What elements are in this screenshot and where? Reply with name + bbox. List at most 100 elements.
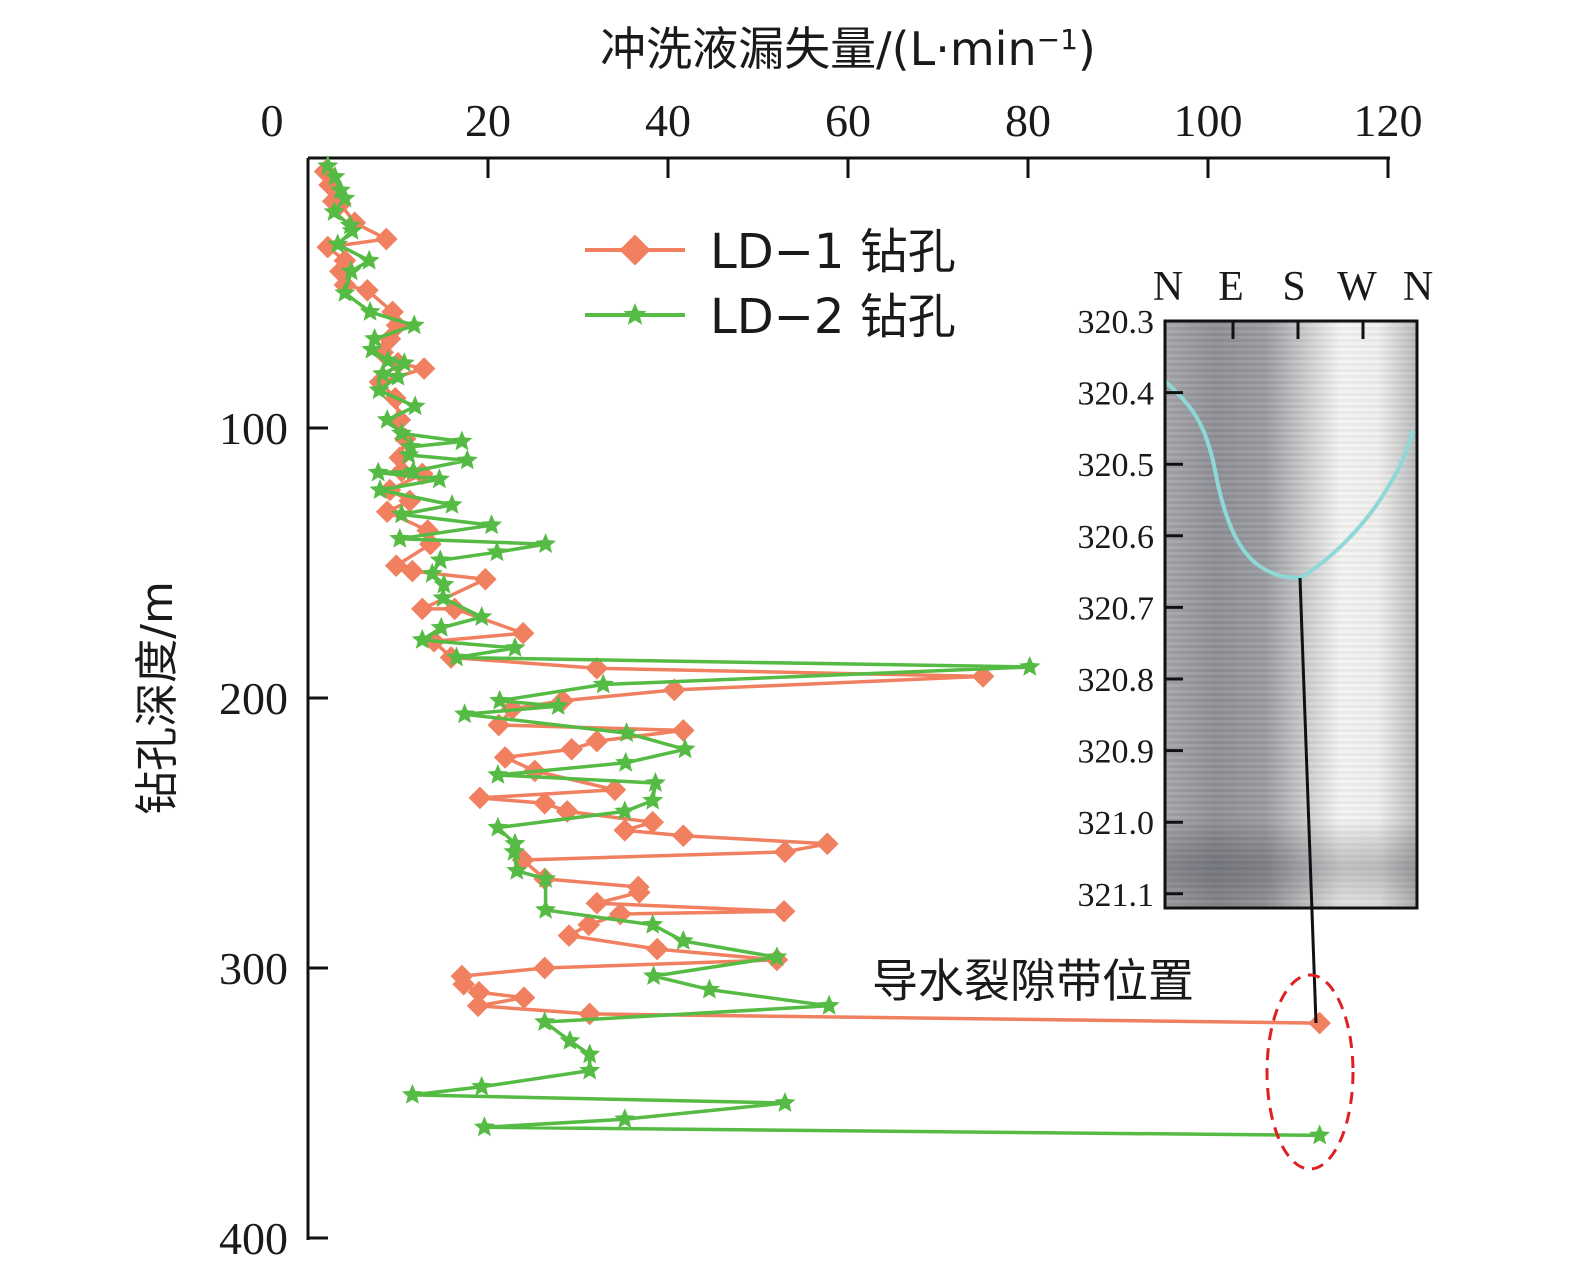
data-point xyxy=(557,924,581,947)
data-point xyxy=(504,832,526,853)
borehole-shading xyxy=(1165,321,1417,908)
data-point xyxy=(430,616,452,637)
borehole-image-inset: N E S W N320.3320.4320.5320.6320.7320.8320.9… xyxy=(1078,264,1434,914)
data-point xyxy=(452,972,476,996)
data-point xyxy=(323,201,345,221)
data-point xyxy=(503,840,525,861)
data-point xyxy=(454,703,476,724)
data-point xyxy=(375,500,399,524)
data-point xyxy=(401,1083,423,1104)
inset-ticks: N E S W N320.3320.4320.5320.6320.7320.8320.9… xyxy=(1078,264,1434,914)
data-point xyxy=(412,357,436,380)
x-tick-label: 20 xyxy=(465,95,511,146)
series-layer xyxy=(313,155,1331,1145)
series-2 xyxy=(317,155,1331,1145)
data-point xyxy=(471,1075,493,1096)
data-point xyxy=(389,527,411,548)
x-tick-label: 80 xyxy=(1005,95,1051,146)
data-point xyxy=(340,260,362,281)
data-point xyxy=(432,587,454,607)
data-point xyxy=(317,155,339,175)
data-point xyxy=(698,978,720,999)
data-point xyxy=(359,300,381,321)
data-point xyxy=(533,791,557,815)
data-point xyxy=(603,778,627,802)
data-point xyxy=(466,994,490,1018)
data-point xyxy=(674,738,696,759)
data-point xyxy=(428,468,450,489)
data-point xyxy=(334,187,356,208)
data-point xyxy=(585,656,609,680)
data-point xyxy=(364,327,386,348)
data-point xyxy=(473,1116,495,1137)
x-tick-label: 40 xyxy=(645,95,691,146)
x-tick-label: 120 xyxy=(1354,95,1423,146)
data-point xyxy=(400,435,422,456)
data-point xyxy=(411,629,433,649)
inset-depth-label: 320.3 xyxy=(1078,304,1155,341)
data-point xyxy=(773,840,797,864)
inset-depth-label: 320.5 xyxy=(1078,447,1155,484)
data-point xyxy=(774,1092,796,1112)
data-point xyxy=(1309,1124,1331,1145)
data-point xyxy=(818,994,840,1015)
compass-label: E xyxy=(1218,264,1244,310)
inset-depth-label: 320.4 xyxy=(1078,376,1155,413)
data-point xyxy=(642,913,664,934)
compass-label: N xyxy=(1403,264,1433,310)
data-point xyxy=(627,881,651,904)
inset-depth-label: 320.9 xyxy=(1078,734,1155,771)
x-tick-label: 60 xyxy=(825,95,871,146)
data-point xyxy=(511,621,535,645)
fracture-trace xyxy=(1164,380,1415,581)
data-point xyxy=(446,646,467,667)
data-point xyxy=(585,729,609,753)
data-point xyxy=(671,719,695,742)
data-point xyxy=(547,695,569,715)
data-point xyxy=(433,573,455,594)
inset-depth-label: 320.8 xyxy=(1078,662,1155,699)
legend: LD−1 钻孔 LD−2 钻孔 xyxy=(585,224,956,345)
data-point xyxy=(404,395,426,416)
data-point xyxy=(468,786,492,810)
y-axis-title: 钻孔深度/m xyxy=(132,581,183,815)
data-point xyxy=(613,818,637,842)
data-point xyxy=(614,800,636,821)
leader-line xyxy=(1298,577,1318,1024)
data-point xyxy=(421,562,443,583)
data-point xyxy=(579,1043,601,1064)
data-point xyxy=(356,278,379,302)
inset-frame xyxy=(1163,319,1419,910)
data-point xyxy=(592,673,614,694)
legend-label-ld2: LD−2 钻孔 xyxy=(710,289,956,345)
legend-star-icon xyxy=(623,303,647,325)
data-point xyxy=(535,533,557,553)
data-point xyxy=(815,832,839,856)
x-axis-title: 冲洗液漏失量/(L·min−1) xyxy=(600,22,1096,76)
data-point xyxy=(372,363,394,383)
data-point xyxy=(535,899,557,919)
data-point xyxy=(577,913,601,937)
data-point xyxy=(560,737,584,761)
data-point xyxy=(1308,1011,1331,1035)
data-point xyxy=(398,444,420,464)
data-point xyxy=(644,772,666,792)
data-point xyxy=(441,493,463,514)
data-point xyxy=(578,1002,602,1026)
inset-depth-label: 320.6 xyxy=(1078,519,1155,556)
fracture-zone-ellipse xyxy=(1265,973,1355,1171)
compass-label: S xyxy=(1282,264,1305,310)
data-point xyxy=(369,479,391,499)
data-point xyxy=(487,764,509,784)
data-point xyxy=(429,549,451,570)
data-point xyxy=(1019,656,1041,676)
data-point xyxy=(456,449,478,470)
data-point xyxy=(643,965,665,985)
data-point xyxy=(361,338,383,359)
data-point xyxy=(358,249,380,270)
y-tick-label: 300 xyxy=(219,943,288,994)
data-point xyxy=(403,314,425,335)
inset-depth-label: 320.7 xyxy=(1078,590,1155,627)
data-point xyxy=(645,937,669,961)
